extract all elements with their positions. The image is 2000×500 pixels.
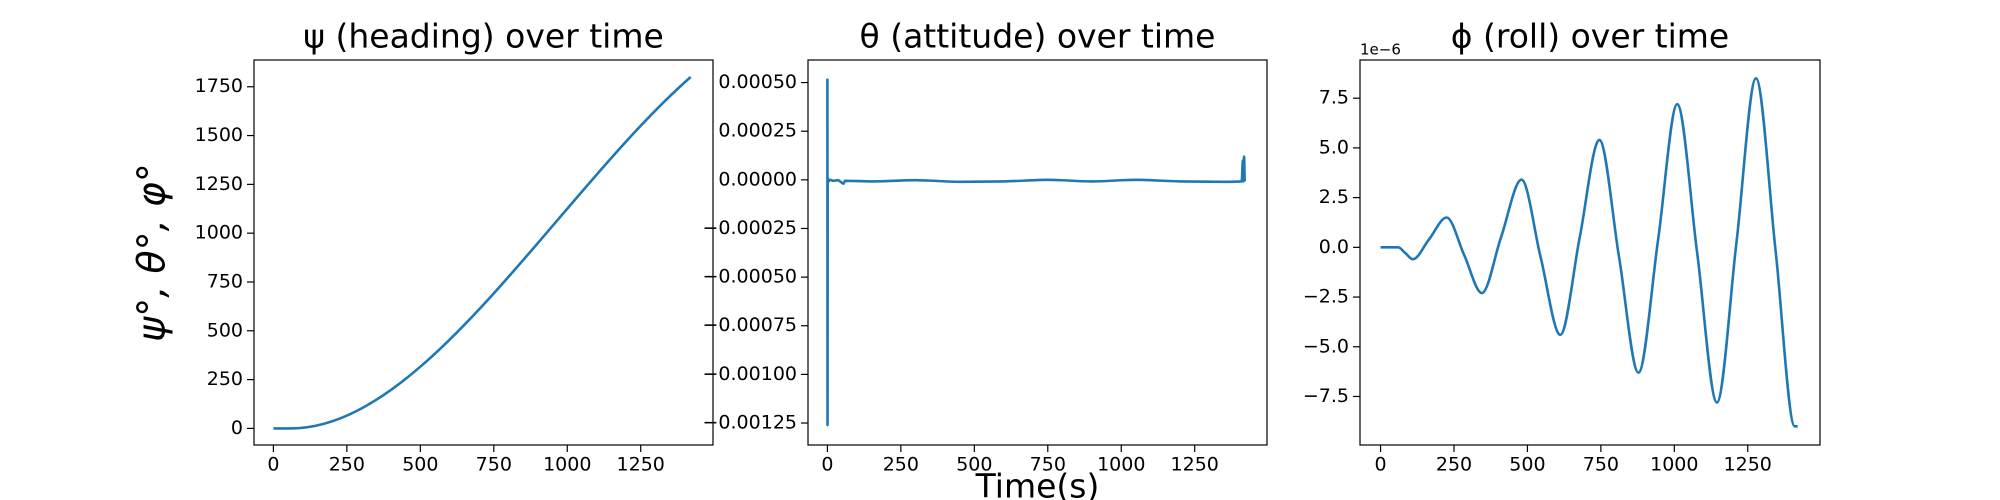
y-tick-label: 250	[207, 368, 243, 390]
y-tick-label: 1500	[195, 124, 243, 146]
y-tick-label: −0.00075	[703, 314, 798, 336]
x-tick-label: 0	[1375, 454, 1387, 476]
y-tick-label: 750	[207, 270, 243, 292]
y-tick-label: −0.00125	[703, 412, 798, 434]
x-tick-label: 1000	[1650, 454, 1698, 476]
plot-frame	[807, 59, 1268, 446]
y-tick-label: 0.0	[1319, 236, 1349, 258]
y-offset-label: 1e−6	[1360, 41, 1401, 59]
x-tick-label: 1000	[1097, 454, 1145, 476]
x-tick-label: 250	[883, 454, 919, 476]
y-tick-label: 0.00025	[718, 120, 797, 142]
y-tick-label: −5.0	[1303, 335, 1349, 357]
x-tick-label: 0	[821, 454, 833, 476]
y-tick-label: −0.00100	[703, 363, 798, 385]
x-tick-label: 750	[1583, 454, 1619, 476]
plot-frame	[1359, 59, 1821, 446]
x-tick-label: 750	[476, 454, 512, 476]
x-tick-label: 1250	[1171, 454, 1219, 476]
data-line	[273, 76, 692, 430]
x-axis-label: Time(s)	[975, 467, 1100, 500]
y-tick-label: −0.00025	[703, 217, 798, 239]
chart-title: ψ (heading) over time	[303, 17, 664, 56]
x-tick-label: 500	[1509, 454, 1545, 476]
y-tick-label: 0.00000	[718, 168, 797, 190]
y-tick-label: 500	[207, 319, 243, 341]
y-tick-label: 1750	[195, 75, 243, 97]
data-line	[1380, 76, 1798, 428]
y-tick-label: 2.5	[1319, 186, 1349, 208]
plot-frame	[253, 59, 714, 446]
y-tick-label: 0	[231, 417, 243, 439]
y-tick-label: 0.00050	[718, 71, 797, 93]
y-tick-label: 5.0	[1319, 136, 1349, 158]
y-tick-label: 1000	[195, 222, 243, 244]
chart-title: ϕ (roll) over time	[1451, 17, 1730, 56]
y-tick-label: −0.00050	[703, 266, 798, 288]
y-tick-label: −7.5	[1303, 385, 1349, 407]
x-tick-label: 1250	[1724, 454, 1772, 476]
chart-title: θ (attitude) over time	[860, 17, 1216, 56]
y-tick-label: −2.5	[1303, 286, 1349, 308]
x-tick-label: 1000	[543, 454, 591, 476]
x-tick-label: 500	[402, 454, 438, 476]
x-tick-label: 750	[1030, 454, 1066, 476]
y-axis-label: ψ°, θ°, φ°	[130, 163, 174, 342]
y-tick-label: 7.5	[1319, 87, 1349, 109]
y-tick-label: 1250	[195, 173, 243, 195]
x-tick-label: 0	[267, 454, 279, 476]
x-tick-label: 250	[329, 454, 365, 476]
x-tick-label: 250	[1436, 454, 1472, 476]
x-tick-label: 1250	[617, 454, 665, 476]
data-line	[826, 78, 1246, 426]
x-tick-label: 500	[956, 454, 992, 476]
